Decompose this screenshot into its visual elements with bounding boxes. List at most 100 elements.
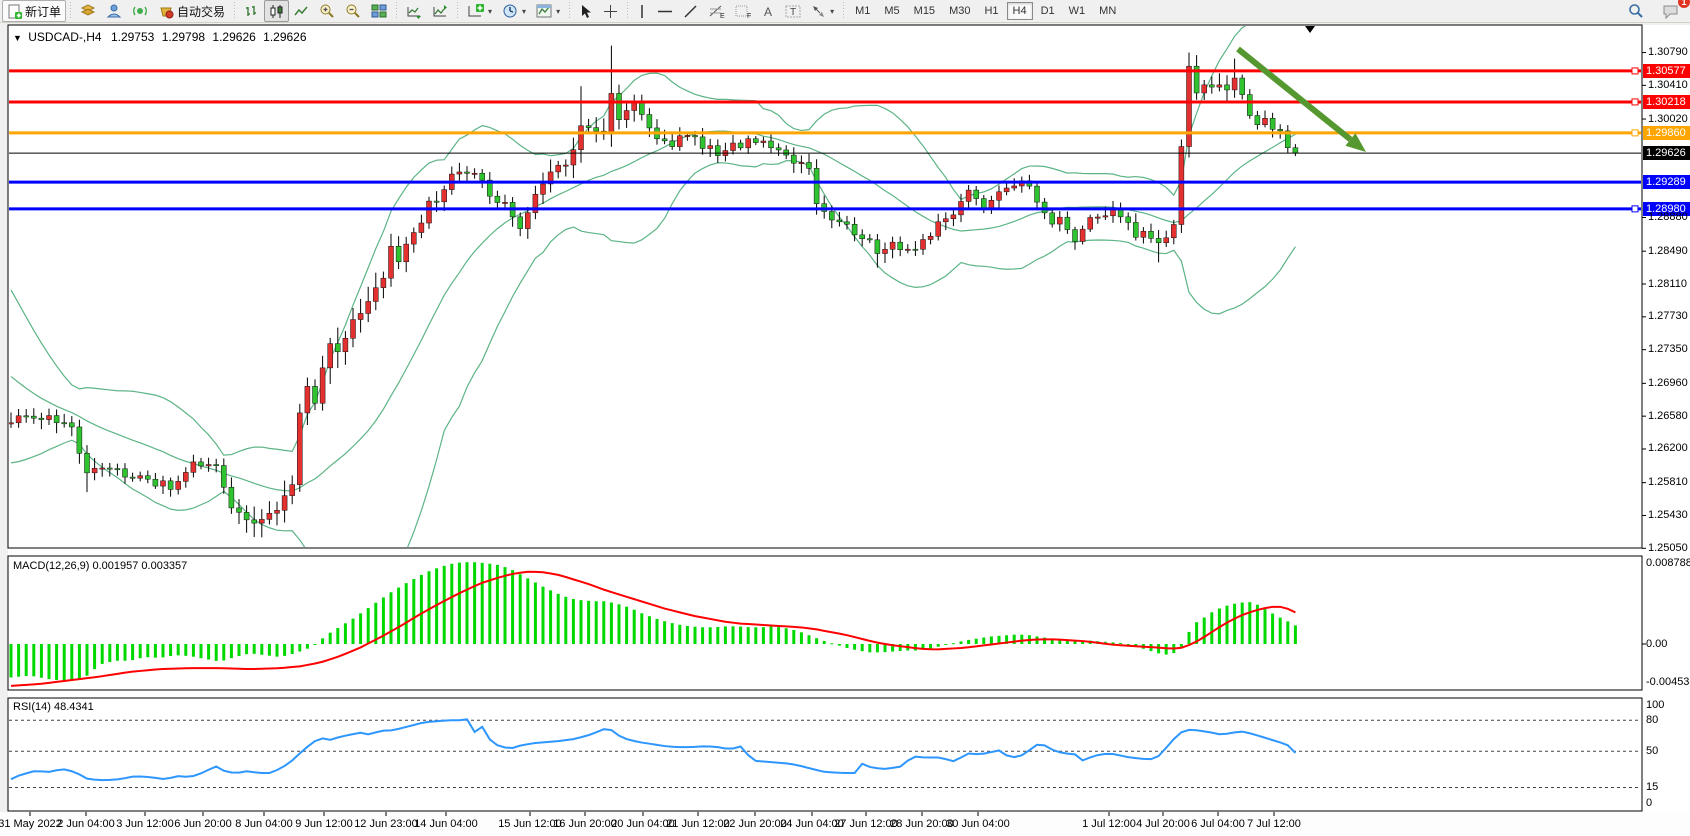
profile-button[interactable] xyxy=(101,0,127,22)
arrows-tool-button[interactable]: ▾ xyxy=(806,0,839,22)
chart-header: ▼ USDCAD-,H4 1.29753 1.29798 1.29626 1.2… xyxy=(13,30,307,44)
date-axis[interactable] xyxy=(0,812,1690,836)
macd-histogram-bar xyxy=(245,644,249,655)
macd-histogram-bar xyxy=(366,608,370,644)
candle-body xyxy=(935,221,941,237)
line-anchor-handle[interactable] xyxy=(1631,98,1639,106)
date-label: 9 Jun 12:00 xyxy=(295,818,353,830)
macd-histogram-bar xyxy=(450,563,454,644)
timeframe-d1[interactable]: D1 xyxy=(1040,5,1055,17)
candle-body xyxy=(319,367,326,404)
grid-button[interactable]: F xyxy=(730,0,757,22)
macd-histogram-bar xyxy=(138,644,142,659)
price-tick-label: 1.26200 xyxy=(1648,442,1688,455)
timeframe-w1[interactable]: W1 xyxy=(1068,5,1086,17)
macd-histogram-bar xyxy=(404,583,408,644)
market-watch-button[interactable] xyxy=(75,0,101,22)
macd-histogram-bar xyxy=(875,644,879,653)
candle-body xyxy=(1155,238,1162,243)
candle-body xyxy=(494,195,501,203)
trendline-button[interactable] xyxy=(678,0,703,22)
candlestick-icon xyxy=(269,4,284,19)
timeframe-m1[interactable]: M1 xyxy=(855,5,871,17)
horizontal-line-button[interactable] xyxy=(652,0,678,22)
candle-body xyxy=(251,519,257,524)
crosshair-button[interactable] xyxy=(598,0,623,22)
fibonacci-button[interactable]: E xyxy=(703,0,730,22)
timeframe-mn[interactable]: MN xyxy=(1099,5,1117,17)
search-button[interactable] xyxy=(1623,0,1649,22)
trend-arrow-line[interactable] xyxy=(1236,46,1353,142)
line-chart-button[interactable] xyxy=(289,0,314,22)
price-line-label: 1.30218 xyxy=(1643,94,1690,109)
zoom-in-icon xyxy=(319,3,335,19)
timeframe-m30[interactable]: M30 xyxy=(949,5,971,17)
candle-body xyxy=(487,179,493,197)
candle-body xyxy=(297,412,303,485)
vertical-line-button[interactable] xyxy=(632,0,652,22)
price-tick-label: 1.27730 xyxy=(1648,310,1688,323)
rsi-axis-label: 50 xyxy=(1646,744,1659,757)
bollinger-upper[interactable] xyxy=(10,15,1295,456)
macd-histogram-bar xyxy=(723,626,727,644)
auto-scroll-button[interactable] xyxy=(401,0,427,22)
new-order-button[interactable]: 新订单 xyxy=(2,0,67,22)
candle-body xyxy=(973,189,979,199)
periods-button[interactable]: ▾ xyxy=(497,0,531,22)
trend-arrow-head[interactable] xyxy=(1345,133,1366,152)
chart-shift-button[interactable] xyxy=(427,0,453,22)
candle-body xyxy=(441,189,447,203)
candle-body xyxy=(205,464,212,467)
candle-body xyxy=(38,417,45,420)
line-anchor-handle[interactable] xyxy=(1631,205,1639,213)
timeframe-h1[interactable]: H1 xyxy=(984,5,999,17)
macd-histogram-bar xyxy=(260,644,264,655)
templates-button[interactable]: ▾ xyxy=(531,0,565,22)
candle-body xyxy=(61,422,67,425)
zoom-in-button[interactable] xyxy=(314,0,340,22)
chart-shift-marker[interactable] xyxy=(1305,26,1315,33)
macd-histogram-bar xyxy=(799,632,803,644)
notifications-button[interactable]: 1 xyxy=(1657,0,1690,22)
macd-histogram-bar xyxy=(169,644,173,656)
indicators-button[interactable]: ▾ xyxy=(462,0,497,22)
collapse-icon[interactable]: ▼ xyxy=(13,33,22,43)
main-chart[interactable] xyxy=(9,15,1643,593)
zoom-out-button[interactable] xyxy=(340,0,366,22)
macd-histogram-bar xyxy=(267,644,271,656)
candle-body xyxy=(266,512,273,520)
macd-histogram-bar xyxy=(488,563,492,644)
candle-chart-button[interactable] xyxy=(264,0,290,22)
macd-histogram-bar xyxy=(305,644,309,649)
timeframe-h4[interactable]: H4 xyxy=(1006,2,1033,20)
text-label-button[interactable]: T xyxy=(780,0,806,22)
cursor-button[interactable] xyxy=(574,0,598,22)
timeframe-m5[interactable]: M5 xyxy=(884,5,900,17)
line-anchor-handle[interactable] xyxy=(1631,129,1639,137)
autotrading-button[interactable]: 自动交易 xyxy=(153,0,230,22)
ohlc-high: 1.29798 xyxy=(161,30,206,44)
date-label: 24 Jun 04:00 xyxy=(780,818,844,830)
price-line-label: 1.29289 xyxy=(1643,175,1690,190)
tile-windows-button[interactable] xyxy=(366,0,392,22)
candle-body xyxy=(84,453,90,474)
macd-histogram-bar xyxy=(343,623,347,644)
line-anchor-handle[interactable] xyxy=(1631,67,1639,75)
text-tool-button[interactable]: A xyxy=(757,0,780,22)
timeframe-m15[interactable]: M15 xyxy=(913,5,936,17)
candle-body xyxy=(639,102,645,115)
bar-chart-button[interactable] xyxy=(239,0,264,22)
price-tick-label: 1.30790 xyxy=(1648,46,1688,59)
tile-windows-icon xyxy=(371,3,387,19)
macd-histogram-bar xyxy=(655,618,659,644)
macd-histogram-bar xyxy=(465,562,469,644)
ohlc-close: 1.29626 xyxy=(263,30,307,44)
macd-histogram-bar xyxy=(989,636,993,644)
signals-button[interactable] xyxy=(127,0,153,22)
candle-body xyxy=(1072,229,1078,242)
macd-histogram-bar xyxy=(191,644,195,657)
candle-body xyxy=(608,93,615,135)
candle-body xyxy=(129,476,136,479)
macd-histogram-bar xyxy=(9,644,13,678)
